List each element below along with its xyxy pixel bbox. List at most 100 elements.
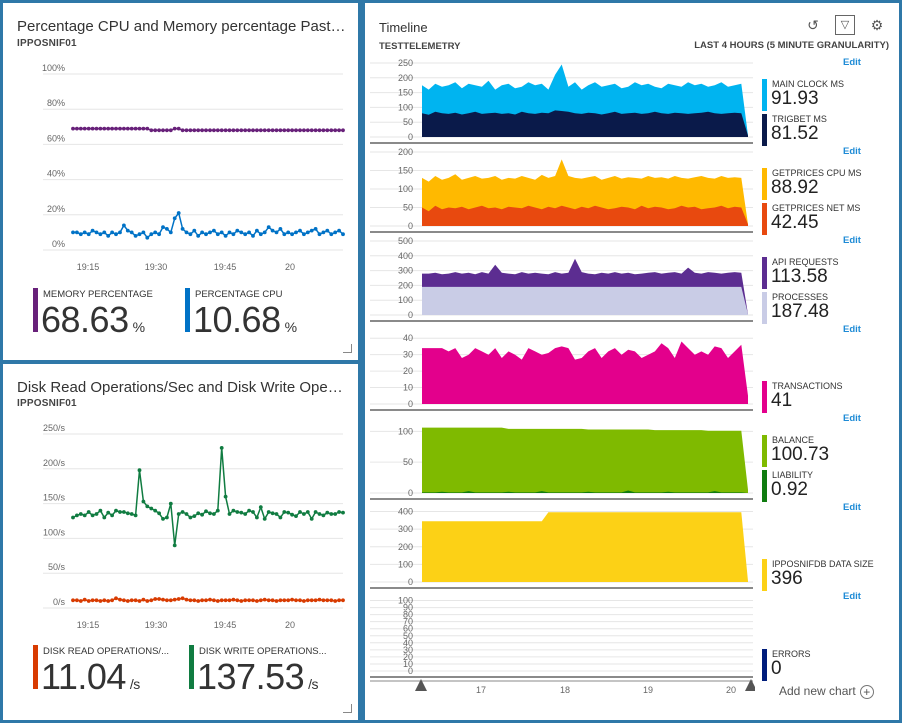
data-point <box>122 510 126 514</box>
cpu-memory-panel[interactable]: Percentage CPU and Memory percentage Pas… <box>3 3 358 360</box>
x-tick-label: 18 <box>560 685 570 695</box>
data-point <box>110 230 114 235</box>
data-point <box>78 599 83 603</box>
data-point <box>78 126 83 131</box>
edit-link[interactable]: Edit <box>843 502 861 513</box>
data-point <box>204 128 208 133</box>
data-point <box>266 510 271 514</box>
data-point <box>317 128 322 133</box>
metric-label: IPPOSNIFDB DATA SIZE <box>772 559 874 569</box>
data-point <box>290 597 294 602</box>
x-tick-label: 19:15 <box>77 262 100 272</box>
series-line <box>73 127 343 132</box>
data-point <box>98 126 103 131</box>
metric-color-bar <box>189 645 194 689</box>
data-point <box>157 128 162 133</box>
memory-percentage-metric[interactable]: MEMORY PERCENTAGE 68.63% <box>33 288 173 340</box>
data-point <box>305 128 310 133</box>
data-point <box>286 128 291 133</box>
history-icon[interactable]: ↺ <box>807 17 819 33</box>
time-range-label[interactable]: LAST 4 HOURS (5 MINUTE GRANULARITY) <box>694 40 889 51</box>
data-point <box>317 597 322 602</box>
edit-link[interactable]: Edit <box>843 57 861 68</box>
data-point <box>196 511 201 516</box>
cpu-memory-chart: 0% 20% 40% 60% 80% 100% 19:15 19:30 19:45 20 <box>42 63 345 272</box>
data-point <box>274 230 279 235</box>
filter-icon[interactable]: ▽ <box>835 15 855 35</box>
metric-label: GETPRICES CPU MS <box>772 168 862 178</box>
metric-value: 137.53/s <box>197 656 318 697</box>
y-tick-label: 20% <box>47 204 65 214</box>
percentage-cpu-metric[interactable]: PERCENTAGE CPU 10.68% <box>185 288 325 340</box>
data-point <box>98 232 103 237</box>
data-point <box>251 128 255 133</box>
data-point <box>227 230 232 235</box>
metric-color-bar <box>762 470 767 502</box>
data-point <box>161 128 165 133</box>
metric-color-bar <box>762 168 767 200</box>
disk-read-metric[interactable]: DISK READ OPERATIONS/... 11.04/s <box>33 645 183 697</box>
data-point <box>321 598 326 603</box>
metric-value: 88.92 <box>771 177 819 198</box>
x-tick-label: 19:45 <box>214 262 237 272</box>
x-tick-label: 19:45 <box>214 620 237 630</box>
data-point <box>133 234 138 238</box>
y-tick-label: 30 <box>403 350 413 360</box>
y-tick-label: 0 <box>408 221 413 231</box>
edit-link[interactable]: Edit <box>843 591 861 602</box>
data-point <box>71 598 75 603</box>
metric-label: ERRORS <box>772 649 811 659</box>
y-tick-label: 10 <box>403 383 413 393</box>
range-handle-right <box>745 679 755 691</box>
series-area <box>422 286 748 315</box>
disk-operations-panel[interactable]: Disk Read Operations/Sec and Disk Write … <box>3 364 358 720</box>
data-point <box>266 225 271 230</box>
add-chart-label: Add new chart <box>779 684 856 698</box>
data-point <box>262 597 267 602</box>
data-point <box>141 126 146 131</box>
edit-link[interactable]: Edit <box>843 324 861 335</box>
data-point <box>94 512 99 516</box>
metric-color-bar <box>762 203 767 235</box>
data-point <box>231 232 236 237</box>
edit-link[interactable]: Edit <box>843 235 861 246</box>
series-line <box>73 211 344 239</box>
data-point <box>196 128 201 133</box>
data-point <box>145 126 150 131</box>
metric-value: 187.48 <box>771 301 830 322</box>
timeline-panel[interactable]: Timeline TESTTELEMETRY LAST 4 HOURS (5 M… <box>365 3 899 720</box>
metric-value: 0 <box>771 658 782 679</box>
data-point <box>215 599 220 603</box>
y-tick-label: 100 <box>398 102 413 112</box>
data-point <box>129 126 134 131</box>
data-point <box>153 597 158 601</box>
y-tick-label: 0 <box>408 577 413 587</box>
settings-icon[interactable]: ⚙ <box>870 17 884 33</box>
edit-link[interactable]: Edit <box>843 413 861 424</box>
metric-color-bar <box>185 288 190 332</box>
data-point <box>212 128 216 133</box>
data-point <box>286 230 291 235</box>
edit-link[interactable]: Edit <box>843 146 861 157</box>
data-point <box>106 234 111 238</box>
y-tick-label: 250/s <box>43 423 66 433</box>
resize-handle[interactable] <box>343 344 352 353</box>
x-tick-label: 19:30 <box>145 262 168 272</box>
disk-write-metric[interactable]: DISK WRITE OPERATIONS... 137.53/s <box>189 645 349 697</box>
data-point <box>325 128 330 133</box>
add-new-chart-button[interactable]: Add new chart + <box>779 684 874 699</box>
data-point <box>188 128 193 133</box>
y-tick-label: 200 <box>398 542 413 552</box>
data-point <box>110 598 114 603</box>
metric-value: 396 <box>771 568 803 589</box>
data-point <box>86 232 91 237</box>
x-tick-label: 20 <box>285 262 295 272</box>
data-point <box>172 126 177 131</box>
data-point <box>118 126 122 131</box>
data-point <box>255 515 259 520</box>
resize-handle[interactable] <box>343 704 352 713</box>
data-point <box>180 128 185 133</box>
y-tick-label: 150/s <box>43 493 66 503</box>
data-point <box>168 230 173 235</box>
data-point <box>302 512 306 516</box>
